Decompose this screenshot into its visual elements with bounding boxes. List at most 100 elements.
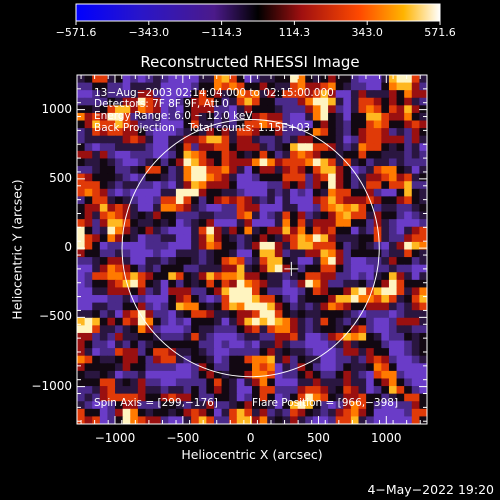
- heatmap-cell: [221, 219, 230, 228]
- heatmap-cell: [335, 97, 344, 106]
- heatmap-cell: [130, 211, 139, 220]
- heatmap-cell: [145, 188, 154, 197]
- heatmap-cell: [259, 219, 268, 228]
- heatmap-cell: [312, 166, 322, 175]
- heatmap-cell: [419, 120, 427, 129]
- heatmap-cell: [130, 393, 139, 402]
- heatmap-cell: [84, 219, 93, 228]
- heatmap-cell: [267, 120, 276, 129]
- heatmap-cell: [168, 378, 177, 387]
- heatmap-cell: [297, 112, 306, 122]
- heatmap-cell: [206, 219, 215, 228]
- heatmap-cell: [290, 416, 299, 424]
- heatmap-cell: [122, 105, 131, 114]
- heatmap-cell: [305, 408, 314, 418]
- heatmap-cell: [419, 363, 427, 372]
- heatmap-cell: [396, 82, 405, 91]
- heatmap-cell: [388, 295, 398, 304]
- heatmap-cell: [328, 272, 337, 281]
- heatmap-cell: [343, 120, 352, 129]
- heatmap-cell: [191, 310, 200, 319]
- heatmap-cell: [366, 203, 375, 213]
- heatmap-cell: [160, 226, 169, 235]
- heatmap-cell: [290, 82, 299, 91]
- heatmap-cell: [160, 355, 169, 364]
- heatmap-cell: [168, 317, 177, 326]
- heatmap-cell: [328, 158, 337, 167]
- heatmap-cell: [290, 279, 299, 289]
- heatmap-cell: [122, 310, 131, 319]
- heatmap-cell: [252, 249, 261, 258]
- heatmap-cell: [259, 203, 268, 213]
- heatmap-cell: [229, 264, 238, 273]
- heatmap-cell: [366, 302, 375, 311]
- heatmap-cell: [198, 143, 207, 152]
- heatmap-cell: [229, 279, 238, 289]
- heatmap-cell: [274, 166, 284, 175]
- heatmap-cell: [404, 363, 413, 372]
- heatmap-cell: [388, 363, 398, 372]
- colorbar-tick-label: −571.6: [55, 26, 97, 39]
- heatmap-cell: [198, 188, 207, 197]
- heatmap-cell: [153, 370, 162, 380]
- heatmap-cell: [115, 105, 124, 114]
- heatmap-cell: [411, 75, 420, 84]
- heatmap-cell: [388, 386, 398, 395]
- heatmap-cell: [328, 226, 337, 235]
- heatmap-cell: [191, 302, 200, 311]
- heatmap-cell: [115, 363, 124, 372]
- heatmap-cell: [191, 257, 200, 266]
- heatmap-cell: [168, 219, 177, 228]
- heatmap-cell: [358, 332, 367, 342]
- heatmap-cell: [191, 135, 200, 144]
- heatmap-cell: [99, 355, 109, 364]
- heatmap-cell: [381, 234, 390, 243]
- heatmap-cell: [145, 97, 154, 106]
- heatmap-cell: [381, 249, 390, 258]
- heatmap-cell: [411, 196, 420, 205]
- heatmap-cell: [92, 211, 101, 220]
- heatmap-cell: [77, 82, 86, 91]
- heatmap-cell: [343, 166, 352, 175]
- heatmap-cell: [236, 302, 245, 311]
- heatmap-cell: [320, 75, 329, 84]
- heatmap-cell: [290, 143, 299, 152]
- heatmap-cell: [137, 348, 147, 357]
- heatmap-cell: [77, 257, 86, 266]
- heatmap-cell: [388, 332, 398, 342]
- heatmap-cell: [259, 332, 268, 342]
- heatmap-cell: [297, 241, 306, 251]
- heatmap-cell: [213, 82, 223, 91]
- heatmap-cell: [328, 211, 337, 220]
- heatmap-cell: [183, 310, 192, 319]
- x-tick-label: 1000: [371, 431, 402, 445]
- heatmap-cell: [84, 196, 93, 205]
- heatmap-cell: [206, 90, 215, 99]
- heatmap-cell: [77, 211, 86, 220]
- heatmap-cell: [183, 82, 192, 91]
- heatmap-cell: [84, 317, 93, 326]
- heatmap-cell: [84, 90, 93, 99]
- heatmap-cell: [198, 257, 207, 266]
- heatmap-cell: [366, 211, 375, 220]
- heatmap-cell: [191, 317, 200, 326]
- heatmap-cell: [290, 393, 299, 402]
- heatmap-cell: [175, 188, 185, 197]
- heatmap-cell: [396, 355, 405, 364]
- heatmap-cell: [213, 295, 223, 304]
- heatmap-cell: [328, 287, 337, 296]
- heatmap-cell: [168, 234, 177, 243]
- heatmap-cell: [404, 355, 413, 364]
- heatmap-cell: [290, 241, 299, 251]
- heatmap-cell: [175, 150, 185, 160]
- heatmap-cell: [419, 332, 427, 342]
- heatmap-cell: [252, 82, 261, 91]
- heatmap-cell: [396, 257, 405, 266]
- heatmap-cell: [191, 226, 200, 235]
- heatmap-cell: [183, 173, 192, 182]
- heatmap-cell: [350, 120, 360, 129]
- heatmap-cell: [221, 332, 230, 342]
- heatmap-cell: [191, 378, 200, 387]
- heatmap-cell: [168, 355, 177, 364]
- heatmap-cell: [388, 234, 398, 243]
